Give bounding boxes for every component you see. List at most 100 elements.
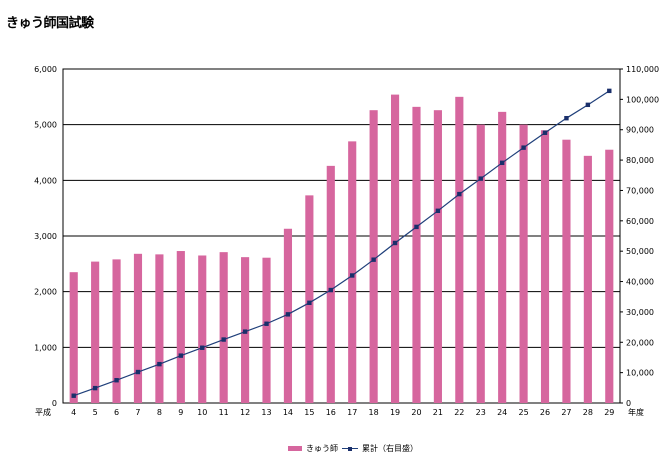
- x-tick-label: 19: [390, 408, 400, 417]
- cumulative-point: [71, 393, 76, 398]
- cumulative-point: [564, 115, 569, 121]
- cumulative-point: [392, 240, 398, 246]
- cumulative-point: [328, 287, 333, 293]
- combo-chart: 0 1,000 2,000 3,000 4,000 5,000 6,000 0 10,000 20…: [34, 65, 659, 417]
- y-right-tick-label: 40,000: [626, 278, 654, 287]
- y-left-tick-label: 0: [52, 399, 57, 408]
- x-tick-label: 29: [604, 408, 614, 417]
- bar: [412, 106, 421, 403]
- bar: [540, 130, 550, 403]
- y-right-tick-label: 60,000: [626, 217, 654, 226]
- x-tick-label: 28: [583, 408, 593, 417]
- x-axis-suffix-label: 年度: [628, 407, 644, 417]
- x-tick-label: 18: [369, 408, 379, 417]
- bar: [562, 139, 571, 404]
- bar: [605, 149, 614, 403]
- cumulative-point: [350, 273, 355, 278]
- bar: [348, 141, 357, 403]
- x-tick-label: 17: [347, 408, 357, 417]
- cumulative-point: [521, 145, 526, 150]
- y-right-tick-label: 30,000: [626, 308, 654, 317]
- x-tick-label: 4: [71, 408, 76, 417]
- x-axis-prefix-label: 平成: [35, 407, 51, 417]
- bar: [198, 255, 207, 403]
- legend-label-line: 累計（右目盛）: [362, 444, 418, 453]
- cumulative-point: [542, 130, 548, 135]
- y-right-tick-label: 50,000: [626, 247, 654, 256]
- x-tick-label: 25: [519, 408, 529, 417]
- bar: [476, 124, 485, 404]
- bar: [262, 257, 271, 403]
- x-tick-label: 23: [476, 408, 486, 417]
- legend-item-line: 累計（右目盛）: [342, 443, 418, 454]
- y-right-tick-label: 90,000: [626, 126, 654, 135]
- cumulative-point: [242, 329, 248, 334]
- y-right-tick-label: 20,000: [626, 338, 654, 347]
- x-tick-label: 11: [219, 408, 229, 417]
- bar: [433, 110, 442, 404]
- x-tick-label: 24: [497, 408, 507, 417]
- y-right-tick-label: 110,000: [626, 65, 659, 74]
- y-left-tick-label: 6,000: [34, 65, 57, 74]
- cumulative-point: [157, 361, 162, 367]
- x-tick-label: 13: [261, 408, 271, 417]
- y-right-tick-label: 0: [626, 399, 631, 408]
- cumulative-point: [478, 176, 483, 181]
- x-tick-label: 10: [197, 408, 207, 417]
- cumulative-point: [435, 208, 441, 213]
- y-right-tick-label: 70,000: [626, 186, 654, 195]
- y-left-tick-label: 5,000: [34, 121, 57, 130]
- legend-label-bars: きゅう師: [306, 444, 338, 453]
- y-left-tick-label: 3,000: [34, 232, 57, 241]
- x-tick-label: 9: [178, 408, 183, 417]
- cumulative-point: [371, 257, 376, 262]
- y-left-tick-label: 1,000: [34, 343, 57, 352]
- x-tick-label: 26: [540, 408, 550, 417]
- y-left-tick-label: 4,000: [34, 176, 57, 185]
- cumulative-point: [178, 353, 184, 358]
- y-right-tick-label: 10,000: [626, 369, 654, 378]
- legend-swatch-line: [342, 445, 358, 453]
- bar: [176, 251, 185, 403]
- cumulative-point: [264, 321, 269, 326]
- chart-legend: きゅう師 累計（右目盛）: [0, 443, 662, 457]
- cumulative-point: [607, 88, 612, 94]
- x-tick-label: 21: [433, 408, 443, 417]
- bar: [498, 111, 507, 403]
- cumulative-point: [499, 160, 505, 166]
- bar: [133, 253, 143, 403]
- cumulative-point: [221, 337, 226, 342]
- cumulative-point: [92, 385, 98, 391]
- bar: [369, 110, 378, 404]
- cumulative-point: [585, 102, 591, 108]
- cumulative-point: [457, 191, 462, 197]
- cumulative-point: [135, 369, 141, 375]
- page-title: きゅう師国試験: [6, 16, 94, 31]
- legend-swatch-bars: [288, 446, 302, 451]
- bar: [305, 195, 314, 403]
- bar: [583, 155, 592, 403]
- cumulative-point: [414, 224, 419, 230]
- cumulative-point: [200, 345, 205, 350]
- x-tick-label: 7: [135, 408, 140, 417]
- bar: [390, 94, 400, 404]
- bar: [455, 96, 464, 403]
- y-right-tick-label: 100,000: [626, 95, 659, 104]
- x-tick-label: 27: [561, 408, 571, 417]
- bar: [69, 272, 78, 403]
- x-tick-label: 5: [93, 408, 98, 417]
- x-tick-label: 6: [114, 408, 119, 417]
- legend-item-bars: きゅう師: [288, 443, 338, 454]
- cumulative-line: [73, 90, 610, 397]
- y-right-tick-label: 80,000: [626, 156, 654, 165]
- x-tick-label: 16: [326, 408, 336, 417]
- bar: [91, 261, 100, 403]
- cumulative-point: [285, 312, 291, 317]
- x-tick-label: 15: [304, 408, 314, 417]
- cumulative-point: [307, 300, 312, 305]
- bar: [326, 165, 335, 403]
- x-tick-label: 20: [411, 408, 421, 417]
- x-tick-label: 22: [454, 408, 464, 417]
- bar: [112, 259, 121, 403]
- cumulative-point: [114, 378, 119, 383]
